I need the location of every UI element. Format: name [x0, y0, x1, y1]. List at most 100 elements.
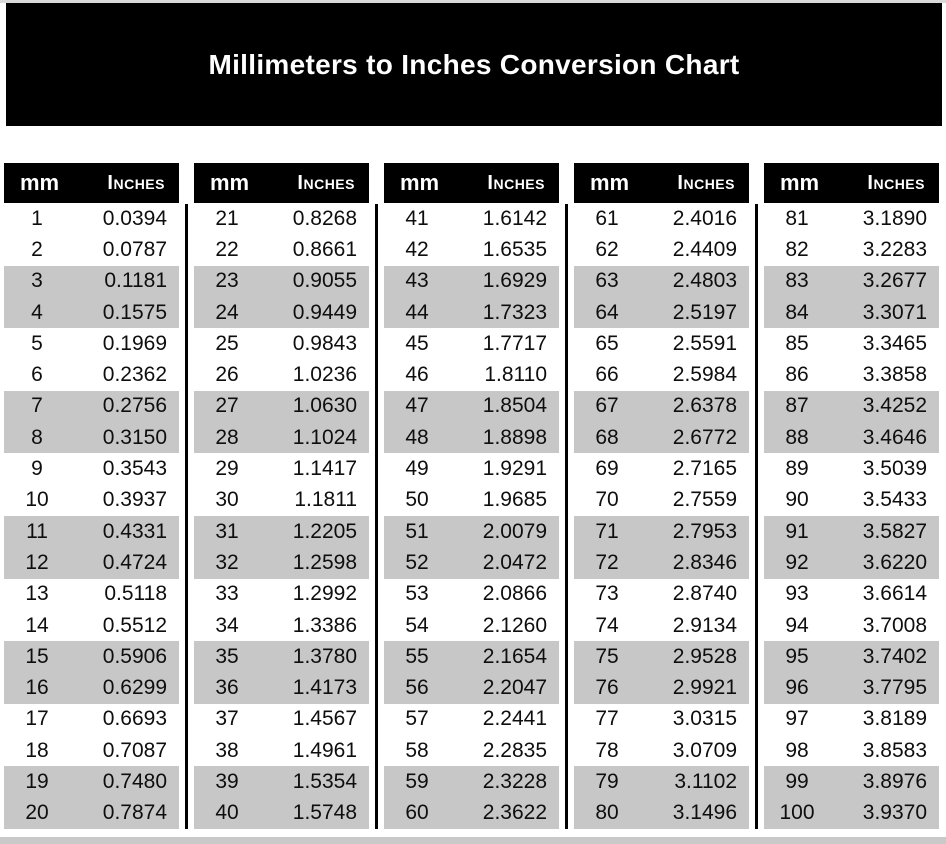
table-row: 98 3.8583 — [764, 735, 939, 766]
table-row: 81 3.1890 — [764, 203, 939, 234]
inches-value: 1.4173 — [292, 676, 357, 700]
mm-value: 92 — [785, 550, 809, 574]
inches-value: 2.0079 — [482, 519, 547, 543]
inches-value: 0.3937 — [102, 488, 167, 512]
inches-value: 3.2283 — [862, 237, 927, 261]
inches-value: 1.5748 — [292, 801, 357, 825]
table-row: 44 1.7323 — [384, 296, 559, 329]
mm-value: 49 — [405, 457, 429, 481]
inches-value: 2.6772 — [672, 425, 737, 449]
inches-value: 3.1102 — [674, 769, 737, 793]
table-row: 9 0.3543 — [4, 453, 179, 484]
mm-value: 97 — [785, 707, 809, 731]
inches-value: 3.0709 — [672, 738, 737, 762]
table-row: 12 0.4724 — [4, 547, 179, 579]
mm-value: 78 — [595, 738, 619, 762]
table-row: 89 3.5039 — [764, 453, 939, 484]
inches-value: 2.7165 — [672, 457, 737, 481]
inches-value: 1.5354 — [292, 769, 357, 793]
table-row: 26 1.0236 — [194, 359, 369, 390]
inches-value: 0.8268 — [292, 206, 357, 230]
table-row: 49 1.9291 — [384, 453, 559, 484]
table-row: 6 0.2362 — [4, 359, 179, 390]
inches-value: 1.8504 — [482, 394, 547, 418]
inches-value: 0.1969 — [102, 331, 167, 355]
inches-value: 0.7087 — [102, 738, 167, 762]
table-row: 61 2.4016 — [574, 203, 749, 234]
table-row: 11 0.4331 — [4, 515, 179, 548]
table-row: 51 2.0079 — [384, 515, 559, 548]
table-row: 90 3.5433 — [764, 485, 939, 516]
inches-value: 0.7480 — [102, 769, 167, 793]
inches-value: 0.1575 — [102, 300, 167, 324]
table-row: 34 1.3386 — [194, 610, 369, 641]
table-row: 77 3.0315 — [574, 704, 749, 735]
table-row: 73 2.8740 — [574, 579, 749, 610]
table-row: 1 0.0394 — [4, 203, 179, 234]
inches-value: 1.4567 — [292, 707, 357, 731]
inches-value: 3.1496 — [672, 801, 737, 825]
table-row: 42 1.6535 — [384, 234, 559, 265]
inches-value: 0.5906 — [102, 644, 167, 668]
mm-value: 14 — [25, 613, 49, 637]
table-row: 100 3.9370 — [764, 797, 939, 829]
column-divider — [179, 163, 194, 829]
mm-value: 35 — [215, 644, 239, 668]
mm-value: 20 — [25, 801, 49, 825]
inches-value: 0.8661 — [292, 237, 357, 261]
table-row: 2 0.0787 — [4, 234, 179, 265]
table-row: 40 1.5748 — [194, 797, 369, 829]
mm-value: 27 — [215, 394, 239, 418]
table-row: 94 3.7008 — [764, 610, 939, 641]
inches-value: 1.6142 — [482, 206, 547, 230]
inches-value: 1.6535 — [482, 237, 547, 261]
inches-value: 2.3622 — [482, 801, 547, 825]
table-row: 52 2.0472 — [384, 547, 559, 579]
inches-value: 2.9528 — [672, 644, 737, 668]
mm-value: 98 — [785, 738, 809, 762]
table-row: 35 1.3780 — [194, 641, 369, 673]
table-row: 86 3.3858 — [764, 359, 939, 390]
inches-value: 2.4409 — [672, 237, 737, 261]
inches-value: 1.6929 — [482, 269, 547, 293]
mm-value: 79 — [595, 769, 619, 793]
inches-value: 0.2362 — [102, 363, 167, 387]
inches-value: 1.0236 — [292, 363, 357, 387]
table-row: 4 0.1575 — [4, 296, 179, 329]
mm-column-header: mm — [210, 170, 250, 195]
inches-value: 3.4252 — [862, 394, 927, 418]
inches-value: 2.8740 — [672, 582, 737, 606]
inches-value: 1.1024 — [292, 425, 357, 449]
conversion-tables: mm Inches 1 0.0394 2 0.0787 3 0.1181 4 0.1575 5 0.1… — [4, 163, 940, 829]
mm-value: 46 — [405, 363, 429, 387]
table-row: 21 0.8268 — [194, 203, 369, 234]
mm-value: 2 — [31, 237, 43, 261]
bottom-border — [0, 837, 946, 844]
inches-value: 3.7402 — [862, 644, 927, 668]
mm-value: 67 — [595, 394, 619, 418]
inches-value: 0.5118 — [104, 582, 167, 606]
inches-value: 1.7323 — [482, 300, 547, 324]
inches-value: 2.6378 — [672, 394, 737, 418]
mm-value: 65 — [595, 331, 619, 355]
table-row: 75 2.9528 — [574, 641, 749, 673]
mm-value: 22 — [215, 237, 239, 261]
inches-value: 3.4646 — [862, 425, 927, 449]
mm-value: 17 — [25, 707, 49, 731]
mm-value: 94 — [785, 613, 809, 637]
table-row: 13 0.5118 — [4, 579, 179, 610]
inches-value: 0.6299 — [102, 676, 167, 700]
inches-value: 3.1890 — [862, 206, 927, 230]
inches-value: 3.3858 — [862, 363, 927, 387]
inches-value: 3.3465 — [862, 331, 927, 355]
table-row: 54 2.1260 — [384, 610, 559, 641]
mm-value: 59 — [405, 769, 429, 793]
inches-column-header: Inches — [107, 171, 165, 194]
inches-value: 2.1260 — [482, 613, 547, 637]
mm-value: 43 — [405, 269, 429, 293]
inches-value: 3.7008 — [862, 613, 927, 637]
table-row: 85 3.3465 — [764, 328, 939, 359]
mm-value: 33 — [215, 582, 239, 606]
mm-value: 1 — [31, 206, 43, 230]
table-row: 63 2.4803 — [574, 265, 749, 297]
